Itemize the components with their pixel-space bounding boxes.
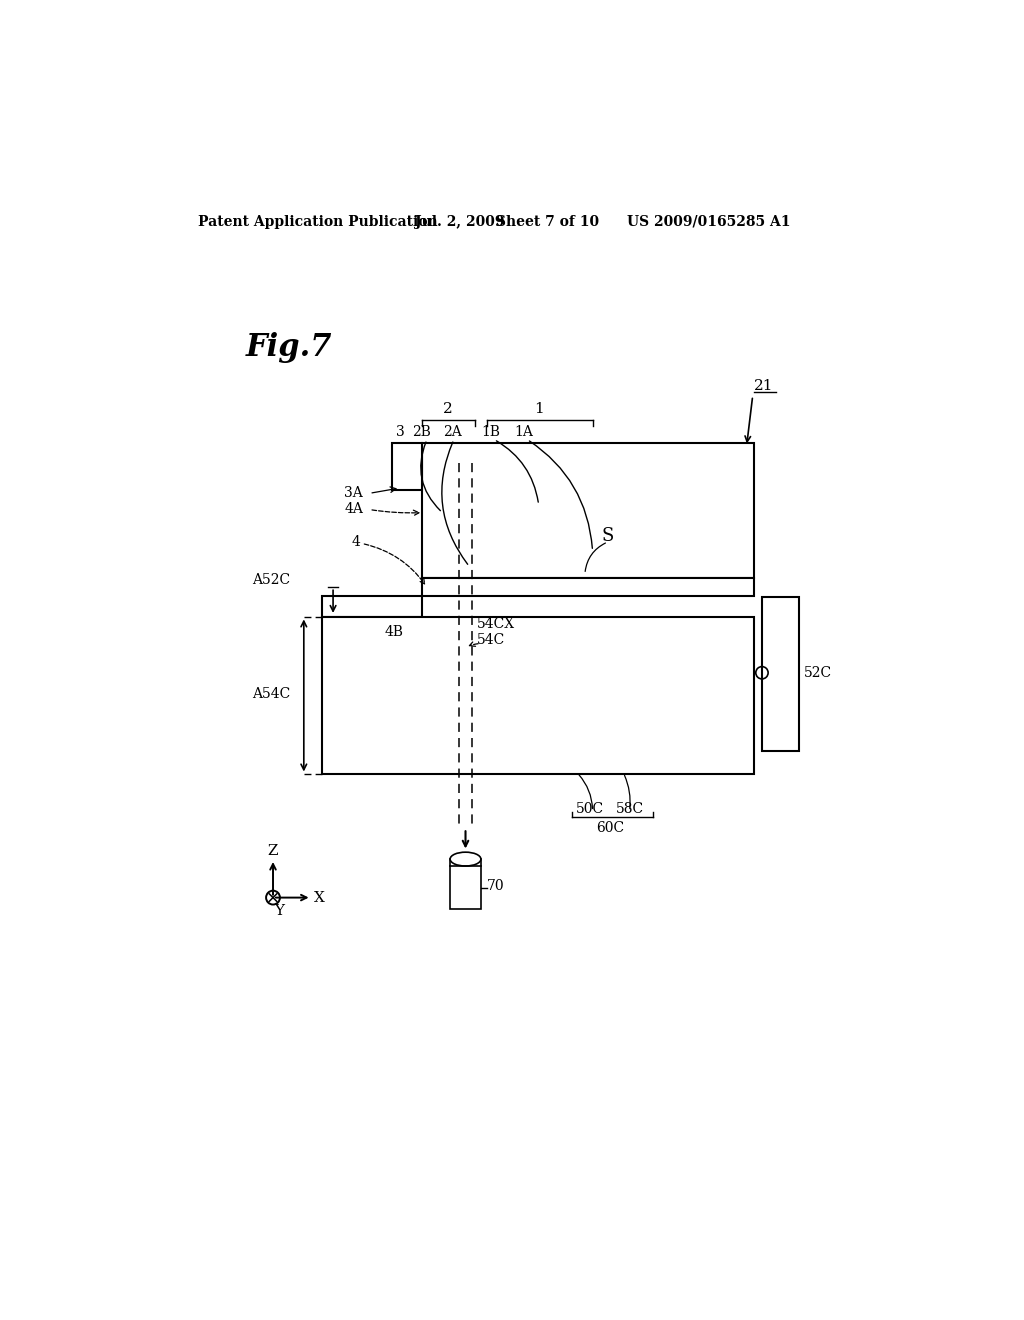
Bar xyxy=(392,444,422,490)
Text: 1: 1 xyxy=(535,403,545,416)
Text: 21: 21 xyxy=(755,379,774,392)
Bar xyxy=(322,616,755,775)
Text: 4: 4 xyxy=(351,535,360,549)
Bar xyxy=(322,595,422,616)
Text: US 2009/0165285 A1: US 2009/0165285 A1 xyxy=(628,215,791,228)
Text: 50C: 50C xyxy=(577,803,604,816)
Bar xyxy=(762,597,799,751)
Text: 70: 70 xyxy=(487,879,505,894)
Text: 1B: 1B xyxy=(481,425,501,438)
Text: 2B: 2B xyxy=(413,425,431,438)
Text: A54C: A54C xyxy=(252,686,290,701)
Text: Y: Y xyxy=(274,904,285,919)
Text: 1A: 1A xyxy=(514,425,532,438)
Text: S: S xyxy=(602,527,614,545)
Text: 54C: 54C xyxy=(477,632,505,647)
Text: 4B: 4B xyxy=(385,624,403,639)
Text: 60C: 60C xyxy=(596,821,625,836)
Text: Sheet 7 of 10: Sheet 7 of 10 xyxy=(497,215,599,228)
Text: Patent Application Publication: Patent Application Publication xyxy=(199,215,438,228)
Text: A52C: A52C xyxy=(252,573,290,587)
Bar xyxy=(451,859,481,909)
Text: Jul. 2, 2009: Jul. 2, 2009 xyxy=(416,215,505,228)
Text: 4A: 4A xyxy=(344,502,364,516)
Text: 2: 2 xyxy=(443,403,453,416)
Text: Z: Z xyxy=(267,845,279,858)
Text: 52C: 52C xyxy=(804,665,831,680)
Text: X: X xyxy=(313,891,325,904)
Text: 58C: 58C xyxy=(615,803,643,816)
Text: 3: 3 xyxy=(395,425,404,438)
Text: 54CX: 54CX xyxy=(477,618,515,631)
Ellipse shape xyxy=(451,853,481,866)
Text: 2A: 2A xyxy=(443,425,462,438)
Text: 3A: 3A xyxy=(344,486,364,500)
Bar xyxy=(422,444,755,578)
Bar xyxy=(422,578,755,595)
Text: Fig.7: Fig.7 xyxy=(246,331,333,363)
